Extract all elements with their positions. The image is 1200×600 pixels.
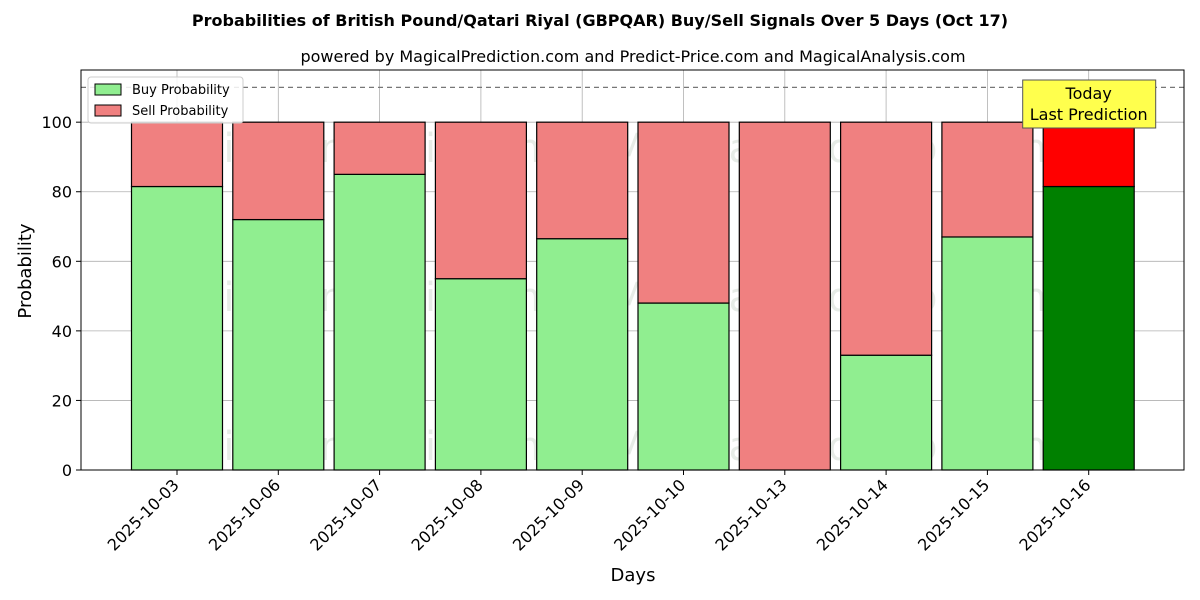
sell-bar: [637, 121, 730, 304]
x-tick-label: 2025-10-08: [408, 475, 487, 554]
y-tick-label: 100: [41, 113, 72, 132]
legend-box: [87, 76, 244, 124]
bars: [130, 121, 1135, 471]
sell-bar: [839, 121, 933, 356]
buy-bar: [941, 236, 1034, 471]
x-tick-label: 2025-10-16: [1015, 475, 1094, 554]
y-tick-label: 60: [52, 252, 72, 271]
chart-subtitle: powered by MagicalPrediction.com and Pre…: [300, 47, 965, 66]
today-annotation: Today Last Prediction: [1022, 79, 1157, 129]
sell-bar: [1042, 121, 1135, 188]
buy-bar: [637, 302, 730, 471]
x-tick-label: 2025-10-10: [610, 475, 689, 554]
y-tick-label: 80: [52, 183, 72, 202]
sell-bar: [536, 121, 629, 240]
buy-bar: [839, 354, 933, 471]
sell-bar: [738, 121, 831, 471]
sell-bar: [130, 121, 224, 188]
sell-bar: [434, 121, 527, 280]
legend-label-buy: Buy Probability: [132, 83, 230, 98]
today-annotation-box: [1022, 79, 1157, 129]
today-annotation-line2: Last Prediction: [1030, 105, 1148, 124]
y-tick-label: 0: [62, 461, 72, 480]
y-axis-label: Probability: [15, 223, 36, 318]
x-tick-label: 2025-10-07: [306, 475, 385, 554]
y-tick-label: 40: [52, 322, 72, 341]
buy-bar: [130, 185, 224, 471]
x-tick-label: 2025-10-14: [813, 475, 892, 554]
today-annotation-line1: Today: [1065, 84, 1112, 103]
legend-label-sell: Sell Probability: [132, 104, 229, 119]
legend-swatch-buy: [94, 83, 122, 96]
x-axis-label: Days: [611, 565, 656, 586]
sell-bar: [941, 121, 1034, 238]
x-tick-label: 2025-10-03: [104, 475, 183, 554]
y-tick-label: 20: [52, 391, 72, 410]
x-tick-label: 2025-10-15: [914, 475, 993, 554]
buy-bar: [1042, 185, 1135, 471]
buy-bar: [434, 278, 527, 471]
buy-bar: [333, 173, 426, 471]
plot-frame: [80, 69, 1185, 471]
legend: Buy Probability Sell Probability: [87, 76, 244, 124]
buy-bar: [536, 238, 629, 471]
sell-bar: [232, 121, 325, 221]
x-tick-label: 2025-10-09: [509, 475, 588, 554]
x-tick-label: 2025-10-13: [711, 475, 790, 554]
y-ticks: 0 20 40 60 80 100: [41, 113, 81, 480]
x-ticks: 2025-10-03 2025-10-06 2025-10-07 2025-10-08…: [104, 470, 1095, 555]
buy-bar: [232, 218, 325, 471]
legend-swatch-sell: [94, 104, 122, 117]
x-tick-label: 2025-10-06: [205, 475, 284, 554]
chart-title: Probabilities of British Pound/Qatari Ri…: [192, 11, 1008, 30]
sell-bar: [333, 121, 426, 175]
